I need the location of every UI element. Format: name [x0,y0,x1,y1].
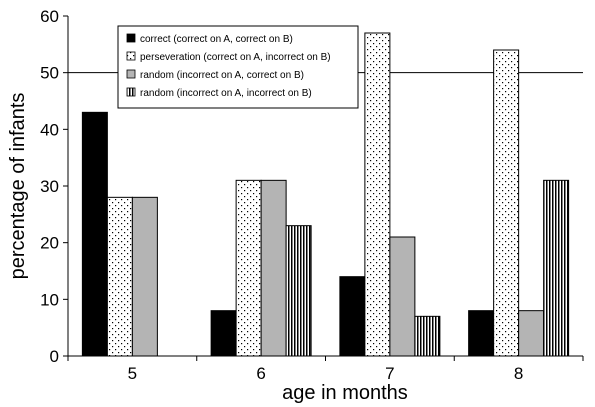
legend-swatch [126,33,136,43]
legend-swatch [126,69,136,79]
y-tick-label: 60 [40,7,59,26]
legend-label: perseveration (correct on A, incorrect o… [140,52,331,63]
bar-8-series-3 [518,310,545,357]
bar-7-series-3 [389,236,416,357]
legend-swatch [126,87,136,97]
bar-7-series-4 [414,315,441,357]
axes: 0 10 20 30 40 50 60 5 6 7 8 [40,7,584,383]
y-tick-label: 30 [40,177,59,196]
y-tick-label: 50 [40,64,59,83]
y-tick-label: 40 [40,120,59,139]
legend-label: random (incorrect on A, incorrect on B) [140,88,312,99]
bar-8-series-2 [493,49,520,357]
bar-7-series-2 [364,32,391,357]
bar-6-series-1 [210,310,237,357]
x-tick-label: 6 [256,364,265,383]
bars [81,32,570,357]
x-tick-label: 8 [514,364,523,383]
bar-8-series-1 [468,310,495,357]
x-tick-label: 7 [385,364,394,383]
bar-5-series-1 [81,111,108,357]
legend: correct (correct on A, correct on B) pers… [117,25,359,109]
legend-swatch [126,51,136,61]
y-tick-label: 20 [40,234,59,253]
y-tick-label: 10 [40,290,59,309]
legend-label: random (incorrect on A, correct on B) [140,70,304,81]
y-axis-title: percentage of infants [7,93,29,280]
legend-box [117,25,359,109]
x-axis-title: age in months [282,382,408,404]
bar-5-series-3 [131,196,158,357]
legend-label: correct (correct on A, correct on B) [140,34,293,45]
y-tick-label: 0 [50,347,59,366]
bar-6-series-3 [260,179,287,357]
bar-6-series-2 [235,179,262,357]
bar-5-series-2 [106,196,133,357]
bar-7-series-1 [339,276,366,357]
bar-8-series-4 [543,179,570,357]
x-tick-label: 5 [128,364,137,383]
bar-6-series-4 [285,225,312,357]
